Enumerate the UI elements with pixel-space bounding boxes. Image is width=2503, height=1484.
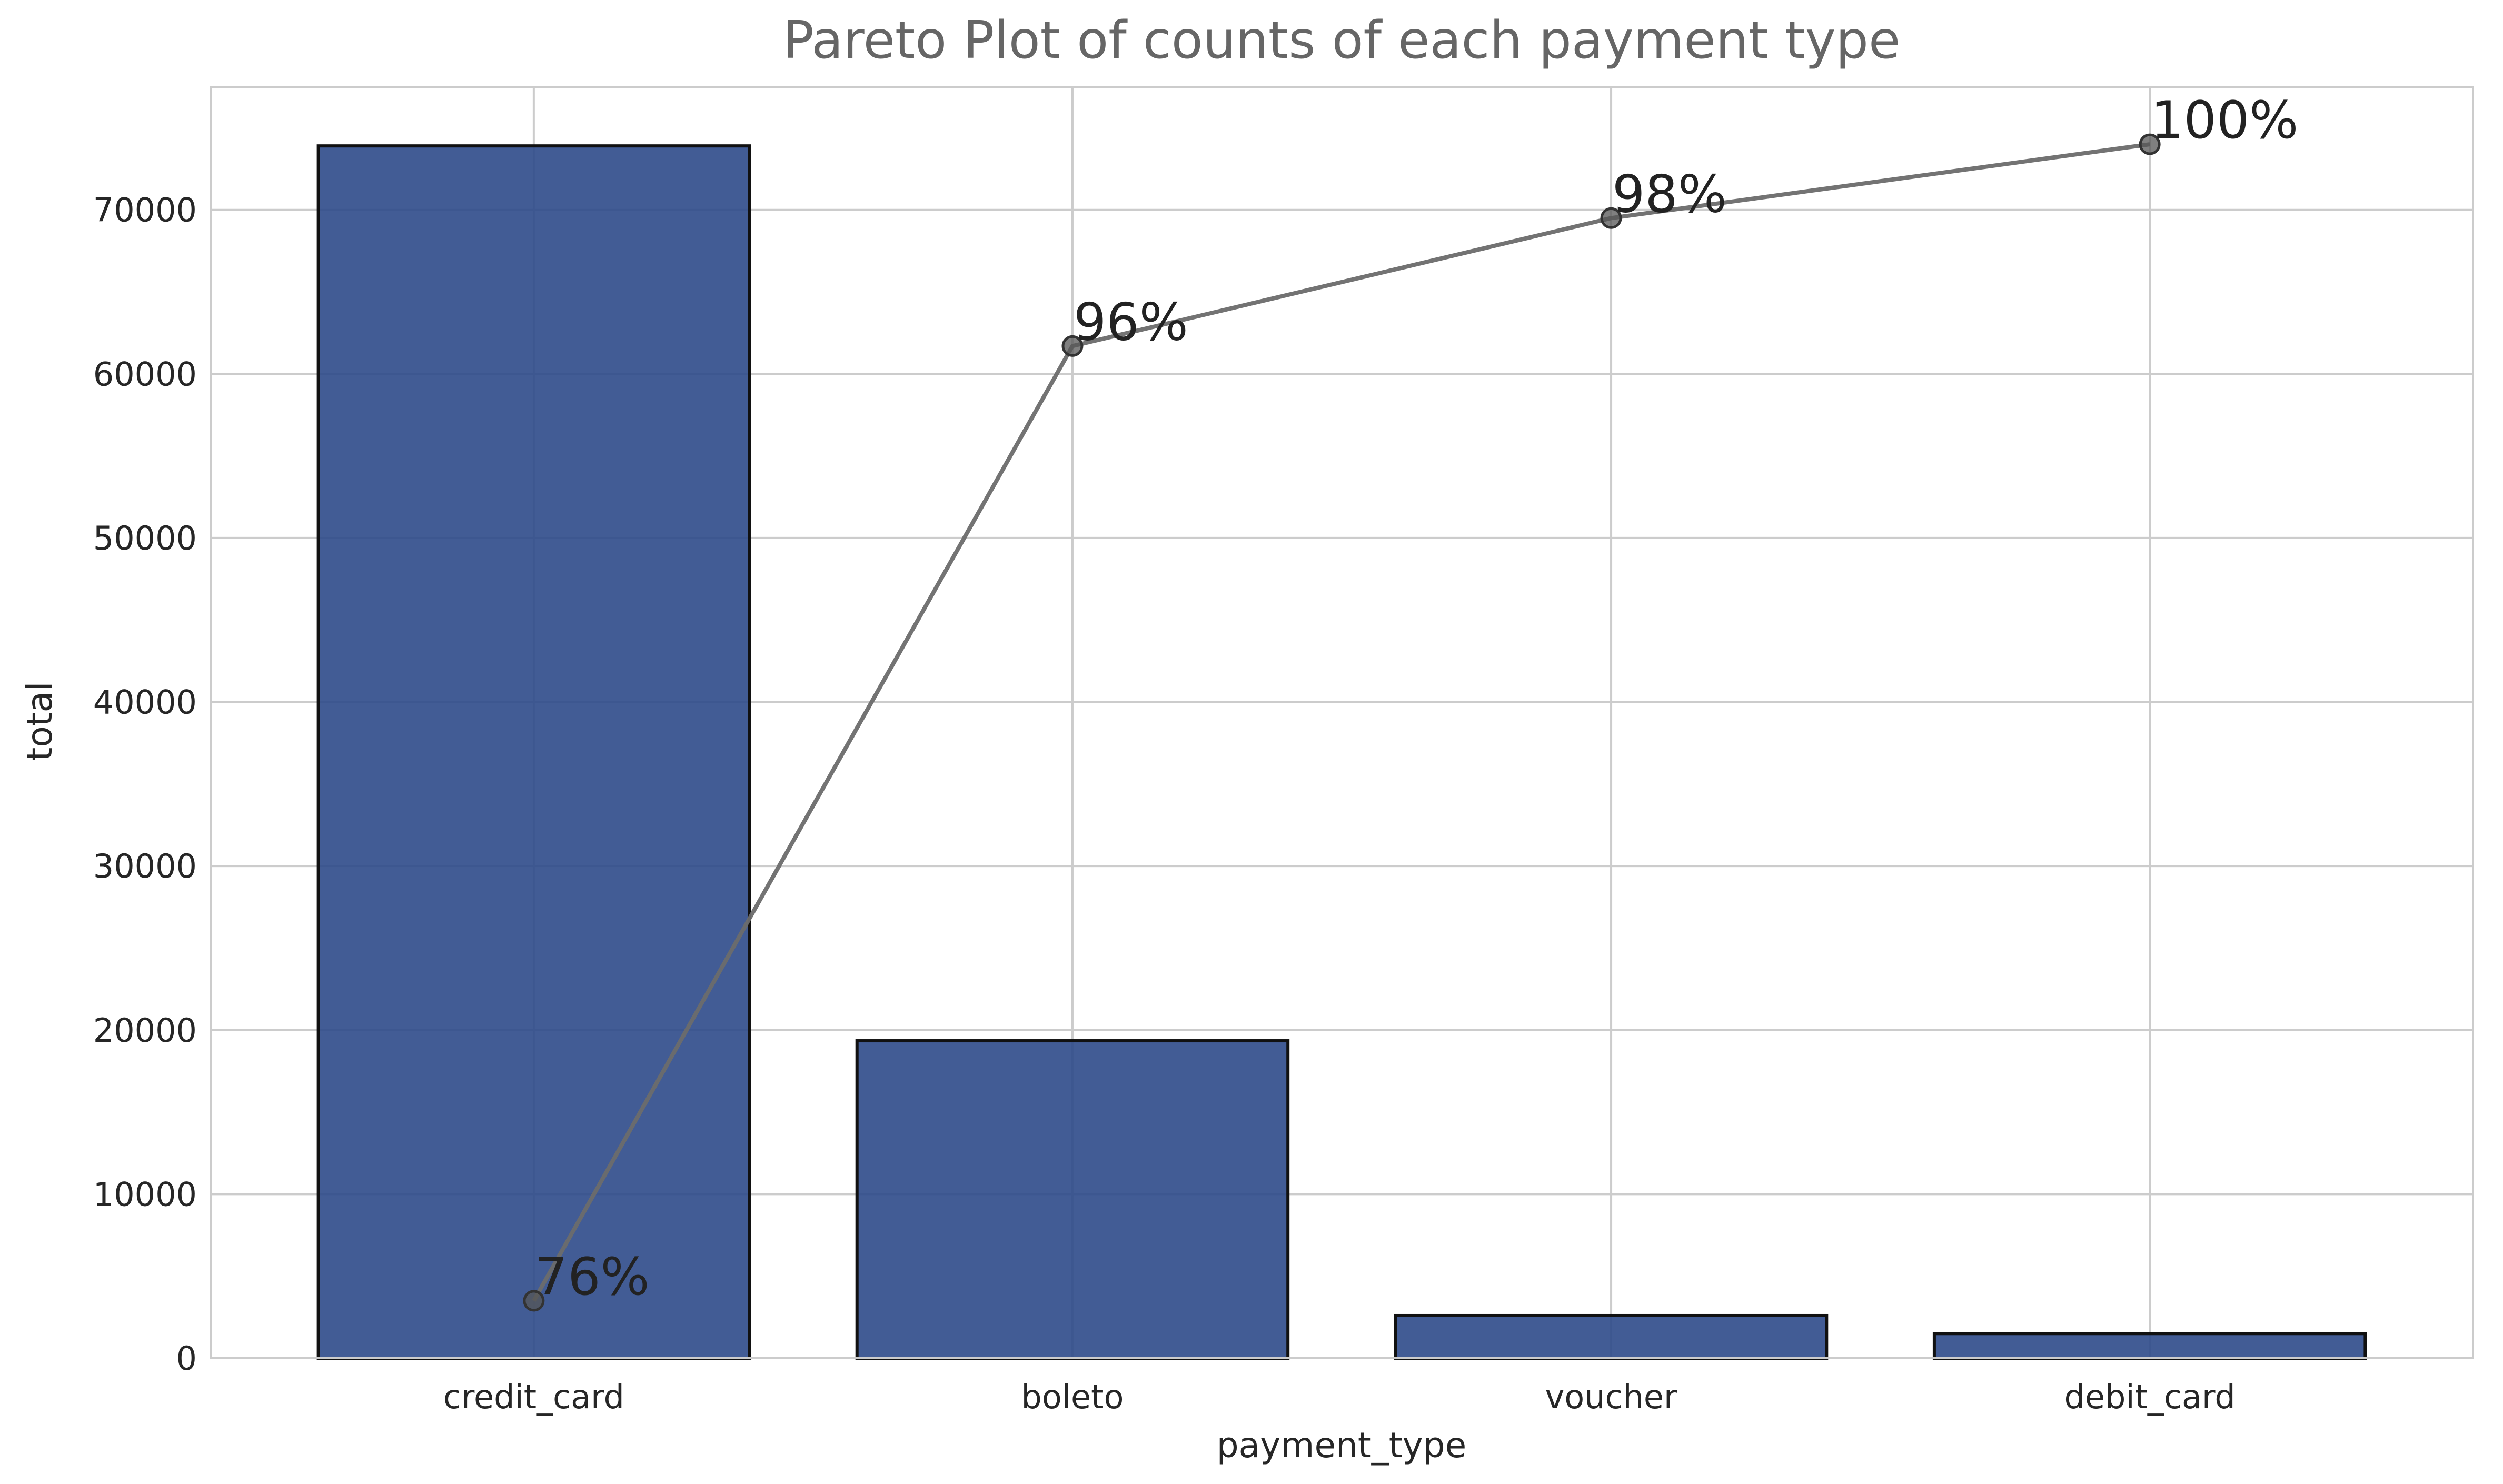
cumulative-percent-label: 100% [2151, 91, 2298, 151]
y-tick-label: 50000 [93, 519, 197, 557]
cumulative-percent-label: 98% [1612, 164, 1727, 224]
chart-title: Pareto Plot of counts of each payment ty… [783, 11, 1901, 71]
bar-voucher [1394, 1313, 1829, 1360]
x-tick-label: debit_card [2064, 1378, 2236, 1416]
y-tick-label: 70000 [93, 191, 197, 230]
y-tick-label: 40000 [93, 683, 197, 722]
y-axis-label: total [19, 682, 60, 761]
bar-boleto [855, 1039, 1290, 1360]
x-tick-label: credit_card [443, 1378, 624, 1416]
cumulative-line [532, 142, 2150, 1302]
axes-layer: 0 10000 20000 30000 40000 50000 60000 70000 cred… [93, 86, 2474, 1416]
cumulative-percent-label: 76% [535, 1247, 650, 1307]
y-tick-label: 60000 [93, 355, 197, 393]
bars-layer [316, 144, 2367, 1360]
plot-frame [210, 86, 2474, 1359]
bar-credit_card [316, 144, 751, 1360]
x-tick-label: voucher [1545, 1378, 1677, 1416]
cumulative-line-layer: 76% 96% 98% 100% [523, 91, 2298, 1312]
cumulative-point [1600, 207, 1622, 229]
cumulative-point [1061, 335, 1084, 357]
bar-debit_card [1932, 1332, 2367, 1360]
x-axis-label: payment_type [1217, 1425, 1466, 1466]
cumulative-percent-label: 96% [1074, 292, 1188, 352]
cumulative-point [2139, 133, 2161, 155]
y-tick-label: 20000 [93, 1011, 197, 1050]
x-tick-label: boleto [1021, 1378, 1124, 1416]
y-tick-label: 0 [176, 1339, 197, 1378]
y-tick-label: 10000 [93, 1175, 197, 1213]
y-tick-label: 30000 [93, 847, 197, 885]
cumulative-point [523, 1290, 545, 1312]
